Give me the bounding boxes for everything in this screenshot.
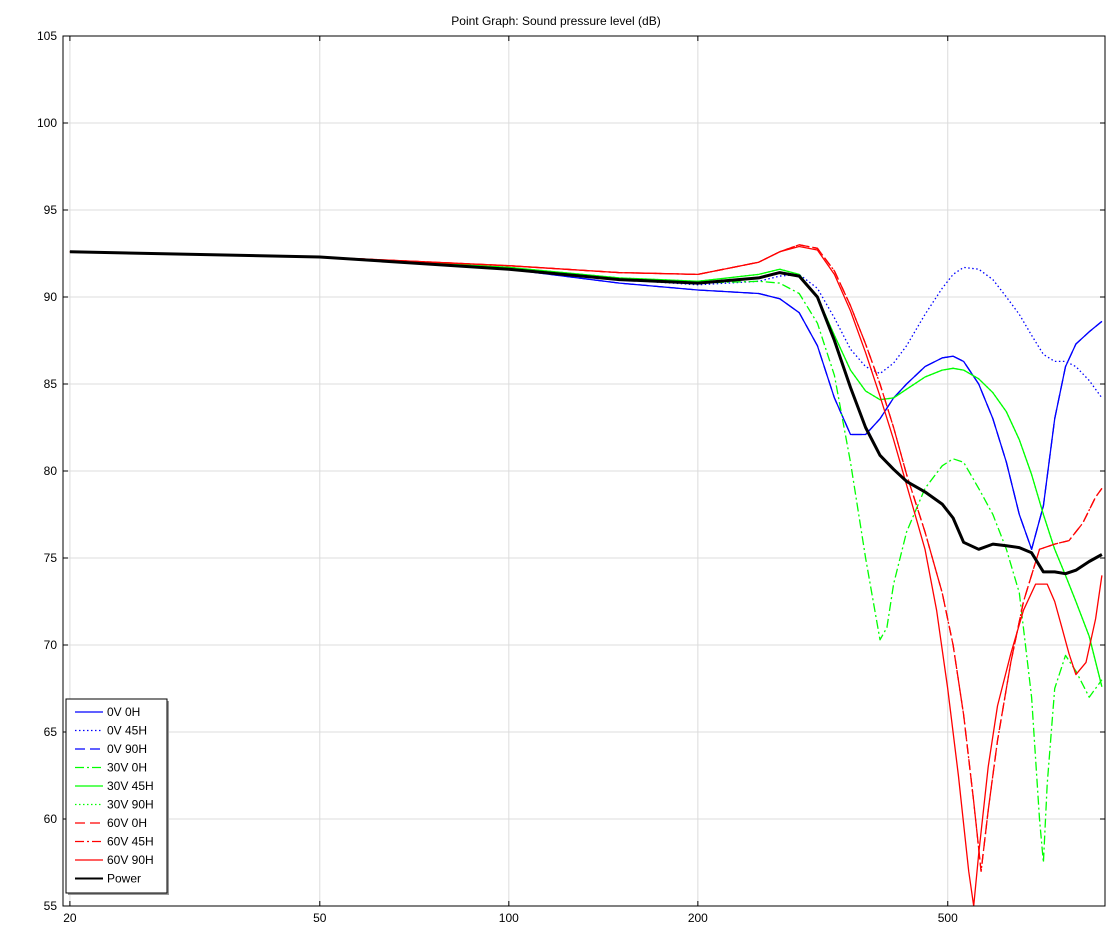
series-line-60v-45h xyxy=(69,244,1103,872)
chart-title: Point Graph: Sound pressure level (dB) xyxy=(451,14,660,28)
grid-lines xyxy=(63,35,1105,907)
y-tick-label-2: 65 xyxy=(44,725,58,739)
x-tick-label-1: 50 xyxy=(313,911,327,925)
legend-box xyxy=(65,698,168,894)
y-tick-label-5: 80 xyxy=(44,464,58,478)
y-tick-label-4: 75 xyxy=(44,551,58,565)
y-tick-label-8: 95 xyxy=(44,203,58,217)
legend-label-0v-0h: 0V 0H xyxy=(107,705,140,719)
series-lines xyxy=(69,244,1103,906)
legend-label-power: Power xyxy=(107,872,141,886)
legend-label-60v-0h: 60V 0H xyxy=(107,816,147,830)
y-tick-label-1: 60 xyxy=(44,812,58,826)
series-line-0v-90h xyxy=(69,251,1103,550)
y-tick-label-10: 105 xyxy=(37,29,57,43)
legend-label-60v-90h: 60V 90H xyxy=(107,853,154,867)
y-tick-label-6: 85 xyxy=(44,377,58,391)
y-tick-label-9: 100 xyxy=(37,116,57,130)
y-tick-label-3: 70 xyxy=(44,638,58,652)
legend-label-60v-45h: 60V 45H xyxy=(107,835,154,849)
legend-label-0v-90h: 0V 90H xyxy=(107,742,147,756)
x-tick-label-2: 100 xyxy=(499,911,519,925)
legend-label-0v-45h: 0V 45H xyxy=(107,724,147,738)
axes: 20 50 100 200 500 55 60 65 70 75 80 85 90 95 100 105 xyxy=(37,29,1106,925)
series-line-30v-0h xyxy=(69,251,1103,864)
series-line-30v-90h xyxy=(69,251,1103,687)
series-line-60v-90h xyxy=(69,245,1103,906)
y-tick-label-0: 55 xyxy=(44,899,58,913)
legend-label-30v-0h: 30V 0H xyxy=(107,761,147,775)
y-tick-label-7: 90 xyxy=(44,290,58,304)
legend-label-30v-90h: 30V 90H xyxy=(107,798,154,812)
series-line-0v-45h xyxy=(69,251,1103,399)
x-tick-label-4: 500 xyxy=(938,911,958,925)
x-tick-label-0: 20 xyxy=(63,911,77,925)
legend: 0V 0H 0V 45H 0V 90H 30V 0H 30V 45H 30V 90H 60V… xyxy=(65,698,169,895)
legend-label-30v-45h: 30V 45H xyxy=(107,779,154,793)
x-tick-label-3: 200 xyxy=(688,911,708,925)
series-line-power xyxy=(69,250,1103,576)
